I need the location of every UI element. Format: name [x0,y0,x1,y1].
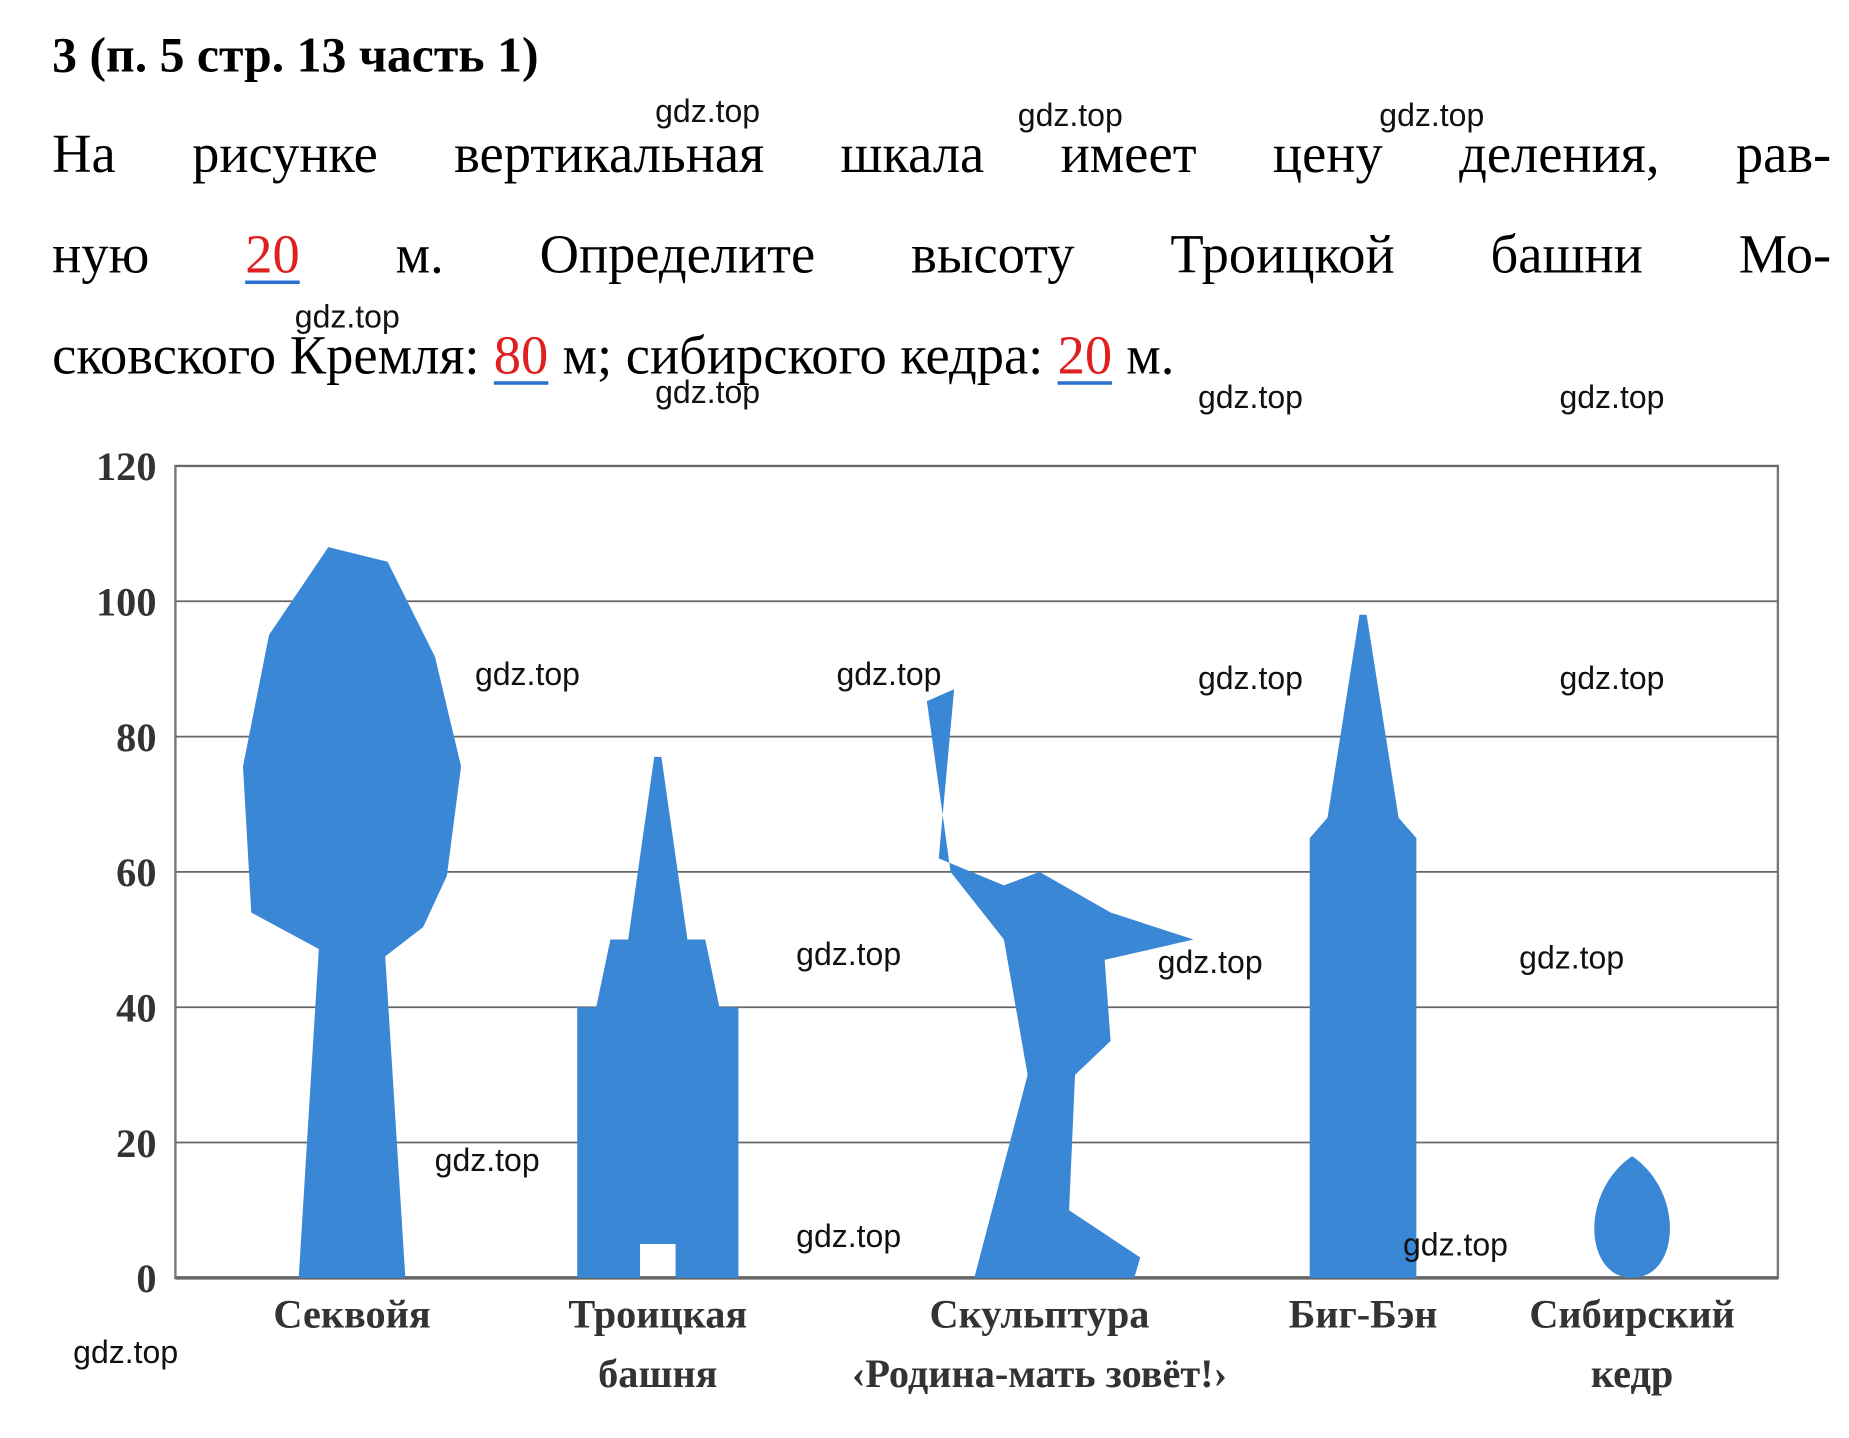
word: рисунке [192,123,378,184]
watermark: gdz.top [796,1218,901,1254]
category-label: Сибирский [1529,1292,1735,1337]
word: ную [52,224,149,285]
category-label: Скульптура [930,1292,1150,1337]
category-label: Секвойя [273,1292,430,1337]
word: цену [1273,123,1384,184]
silhouette-clock [1309,614,1417,1278]
word: рав- [1736,123,1831,184]
word: деления, [1459,123,1659,184]
watermark: gdz.top [475,656,580,692]
y-tick-label: 0 [136,1256,156,1301]
answer: 80 [494,324,549,385]
category-label: башня [598,1351,717,1396]
word: м. [396,224,444,285]
category-label: ‹Родина-мать зовёт!› [852,1351,1227,1396]
watermark: gdz.top [1158,944,1263,980]
answer: 20 [245,224,300,285]
category-label: Троицкая [568,1292,747,1337]
y-tick-label: 60 [116,850,156,895]
y-tick-label: 80 [116,715,156,760]
watermark: gdz.top [1198,379,1303,415]
y-tick-label: 40 [116,985,156,1030]
watermark: gdz.top [1403,1226,1508,1262]
watermark: gdz.top [655,374,760,410]
y-tick-label: 20 [116,1121,156,1166]
silhouette-statue [926,689,1194,1278]
word: шкала [841,123,985,184]
watermark: gdz.top [435,1142,540,1178]
watermark: gdz.top [1559,379,1664,415]
answer: 20 [1058,324,1113,385]
category-label: Биг-Бэн [1289,1292,1438,1337]
y-tick-label: 100 [96,579,156,624]
watermark: gdz.top [655,93,760,129]
task-title: 3 (п. 5 стр. 13 часть 1) [52,27,538,82]
watermark: gdz.top [1379,97,1484,133]
watermark: gdz.top [1559,660,1664,696]
watermark: gdz.top [1018,97,1123,133]
word: высоту [911,224,1075,285]
y-tick-label: 120 [96,444,156,489]
word: имеет [1061,123,1197,184]
watermark: gdz.top [1519,939,1624,975]
word: м; сибирского кедра: [563,324,1044,385]
word: На [52,123,116,184]
silhouette-tower [577,756,739,1278]
word: башни [1491,224,1643,285]
category-label: кедр [1591,1351,1673,1396]
silhouette-bush [1594,1156,1670,1278]
word: вертикальная [454,123,764,184]
word: Мо- [1739,224,1832,285]
word: м. [1126,324,1174,385]
watermark: gdz.top [295,298,400,334]
silhouette-tree [242,547,462,1278]
word: Определите [540,224,816,285]
watermark: gdz.top [73,1334,178,1370]
word: Троицкой [1170,224,1394,285]
watermark: gdz.top [1198,660,1303,696]
watermark: gdz.top [836,656,941,692]
watermark: gdz.top [796,936,901,972]
word: сковского Кремля: [52,324,479,385]
